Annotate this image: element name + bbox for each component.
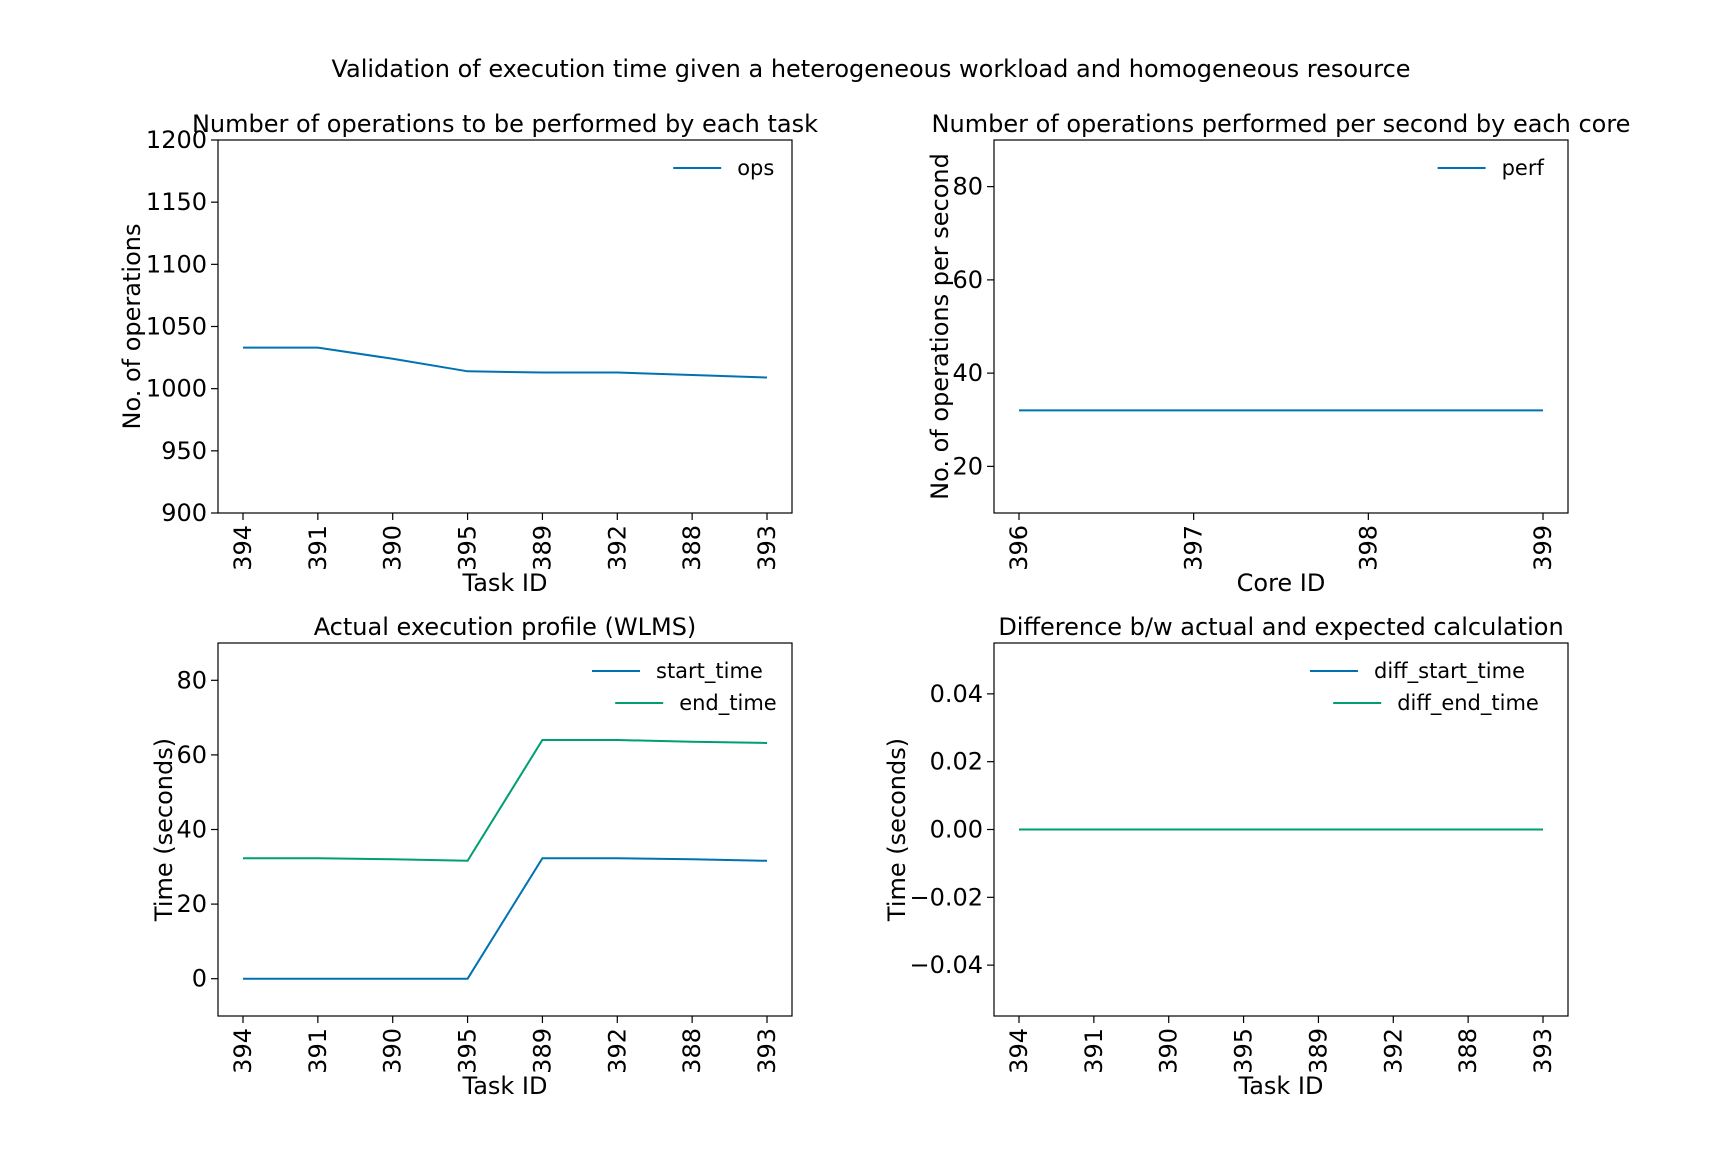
plot-frame xyxy=(993,139,1569,514)
x-tick-label: 388 xyxy=(678,525,706,571)
y-tick-label: −0.04 xyxy=(909,951,983,979)
y-tick-label: 1000 xyxy=(146,375,207,403)
series-line-start-time xyxy=(243,857,768,980)
x-tick-label: 395 xyxy=(1230,1028,1258,1074)
x-tick-label: 394 xyxy=(229,1028,257,1074)
series-line-ops xyxy=(243,346,768,379)
y-tick-label: 40 xyxy=(952,359,983,387)
x-tick-label: 389 xyxy=(528,1028,556,1074)
x-tick-label: 388 xyxy=(678,1028,706,1074)
chart-title: Actual execution profile (WLMS) xyxy=(314,613,697,641)
figure-suptitle: Validation of execution time given a het… xyxy=(331,55,1410,83)
x-tick-label: 394 xyxy=(1005,1028,1033,1074)
x-tick-label: 390 xyxy=(379,525,407,571)
legend-label: start_time xyxy=(656,659,763,684)
chart-2: Number of operations performed per secon… xyxy=(926,110,1630,597)
legend-label: diff_end_time xyxy=(1397,691,1539,716)
y-axis-label: Time (seconds) xyxy=(150,738,178,922)
y-tick-label: 60 xyxy=(176,741,207,769)
y-tick-label: 950 xyxy=(161,437,207,465)
x-tick-label: 389 xyxy=(528,525,556,571)
y-tick-label: 0 xyxy=(192,965,207,993)
x-tick-label: 392 xyxy=(603,525,631,571)
x-tick-label: 393 xyxy=(753,1028,781,1074)
y-axis-label: No. of operations per second xyxy=(926,153,954,500)
y-tick-label: 60 xyxy=(952,266,983,294)
x-tick-label: 391 xyxy=(304,1028,332,1074)
x-tick-label: 396 xyxy=(1005,525,1033,571)
x-tick-label: 389 xyxy=(1304,1028,1332,1074)
x-tick-label: 398 xyxy=(1354,525,1382,571)
chart-title: Difference b/w actual and expected calcu… xyxy=(998,613,1563,641)
x-tick-label: 394 xyxy=(229,525,257,571)
x-tick-label: 390 xyxy=(1155,1028,1183,1074)
y-tick-label: 1150 xyxy=(146,188,207,216)
x-axis-label: Task ID xyxy=(462,1072,548,1100)
y-tick-label: 1050 xyxy=(146,313,207,341)
legend-label: perf xyxy=(1502,156,1545,180)
x-tick-label: 393 xyxy=(1529,1028,1557,1074)
y-tick-label: 1200 xyxy=(146,126,207,154)
y-tick-label: 80 xyxy=(952,173,983,201)
y-tick-label: 0.00 xyxy=(930,816,983,844)
y-tick-label: 900 xyxy=(161,499,207,527)
y-tick-label: 20 xyxy=(952,452,983,480)
x-tick-label: 392 xyxy=(603,1028,631,1074)
x-axis-label: Core ID xyxy=(1237,569,1326,597)
series-line-end-time xyxy=(243,739,768,862)
x-axis-label: Task ID xyxy=(462,569,548,597)
y-tick-label: 20 xyxy=(176,890,207,918)
chart-4: Difference b/w actual and expected calcu… xyxy=(883,613,1569,1100)
chart-1: Number of operations to be performed by … xyxy=(118,110,818,597)
x-tick-label: 395 xyxy=(454,1028,482,1074)
x-tick-label: 391 xyxy=(304,525,332,571)
x-tick-label: 391 xyxy=(1080,1028,1108,1074)
legend-label: ops xyxy=(737,156,774,180)
y-tick-label: 80 xyxy=(176,666,207,694)
chart-title: Number of operations to be performed by … xyxy=(192,110,818,138)
x-tick-label: 392 xyxy=(1379,1028,1407,1074)
y-tick-label: 0.02 xyxy=(930,748,983,776)
y-tick-label: 40 xyxy=(176,816,207,844)
y-tick-label: 1100 xyxy=(146,250,207,278)
y-axis-label: No. of operations xyxy=(118,224,146,430)
x-axis-label: Task ID xyxy=(1238,1072,1324,1100)
x-tick-label: 393 xyxy=(753,525,781,571)
chart-3: Actual execution profile (WLMS) 0 20 40 60 80… xyxy=(150,613,793,1100)
x-tick-label: 397 xyxy=(1180,525,1208,571)
y-axis-label: Time (seconds) xyxy=(883,738,911,922)
legend-label: diff_start_time xyxy=(1374,659,1525,684)
x-tick-label: 390 xyxy=(379,1028,407,1074)
x-tick-label: 399 xyxy=(1529,525,1557,571)
x-tick-label: 395 xyxy=(454,525,482,571)
legend-label: end_time xyxy=(679,691,777,716)
chart-title: Number of operations performed per secon… xyxy=(932,110,1631,138)
y-tick-label: 0.04 xyxy=(930,680,983,708)
x-tick-label: 388 xyxy=(1454,1028,1482,1074)
y-tick-label: −0.02 xyxy=(909,883,983,911)
